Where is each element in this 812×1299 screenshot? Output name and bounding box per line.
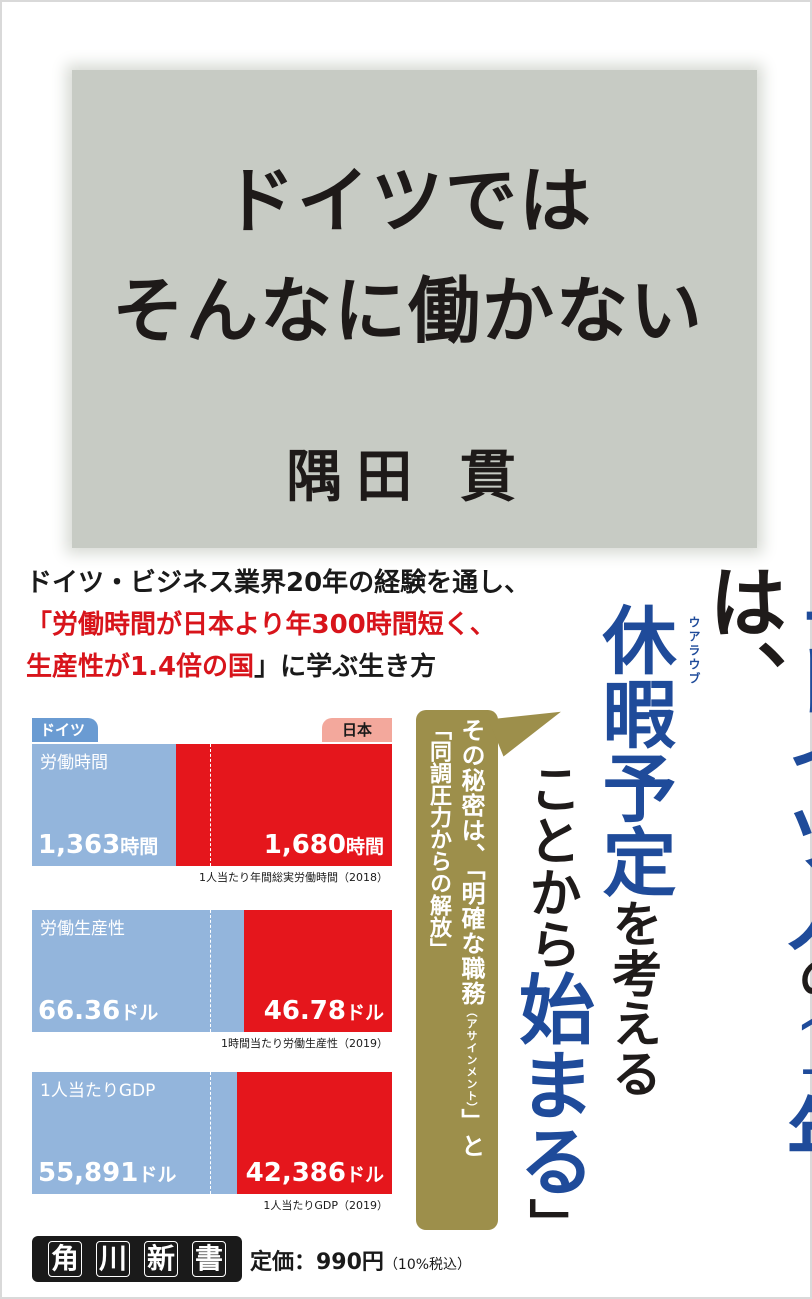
- intro-line-2: 「労働時間が日本より年300時間短く、: [26, 610, 496, 640]
- title-panel: [72, 70, 757, 548]
- catch-text-1a: 「ドイツ人: [774, 562, 812, 952]
- price-tax: （10%税込）: [383, 1257, 472, 1273]
- chart-label: 労働時間: [40, 753, 108, 773]
- intro-line-3-red: 生産性が1.4倍の国: [26, 652, 255, 682]
- japan-value: 42,386ドル: [245, 1158, 384, 1188]
- brand-char-1: 角: [47, 1241, 82, 1277]
- price-value: 定価：990円: [250, 1250, 384, 1275]
- bubble-text-col2: 「同調圧力からの解放」: [426, 718, 451, 960]
- title-line-1: ドイツでは: [222, 158, 593, 243]
- catch-text-3a: ことから: [520, 762, 581, 970]
- bubble-text-col1: その秘密は、「明確な職務（アサインメント）」と: [454, 718, 489, 1159]
- price: 定価：990円（10%税込）: [250, 1244, 471, 1276]
- author-name: 隅田 貫: [286, 444, 530, 510]
- japan-value: 46.78ドル: [263, 996, 384, 1026]
- catch-text-1b: の: [790, 952, 812, 1002]
- chart-caption: 1時間当たり労働生産性（2019）: [221, 1037, 388, 1050]
- brand-char-2: 川: [95, 1241, 130, 1277]
- intro-text: ドイツ・ビジネス業界20年の経験を通し、 「労働時間が日本より年300時間短く、…: [26, 562, 626, 688]
- divider-dash: [210, 1072, 211, 1194]
- brand-char-3: 新: [144, 1241, 179, 1277]
- title-line-2: そんなに働かない: [111, 268, 704, 353]
- catch-text-3b: 始まる: [506, 970, 595, 1198]
- germany-value: 66.36ドル: [38, 996, 159, 1026]
- catch-text-1d: は、: [696, 562, 787, 718]
- bar-germany-1: [32, 744, 176, 866]
- brand-char-4: 書: [192, 1241, 227, 1277]
- intro-line-1: ドイツ・ビジネス業界20年の経験を通し、: [26, 568, 531, 598]
- chart-caption: 1人当たりGDP（2019）: [263, 1199, 388, 1212]
- catch-column-1: 「ドイツ人の1年 は、: [696, 562, 812, 1297]
- germany-value: 1,363時間: [38, 830, 159, 860]
- tab-japan: 日本: [322, 718, 392, 742]
- bar-germany-2: [32, 910, 244, 1032]
- bubble-text-1-end: 」と: [457, 1108, 485, 1159]
- catch-text-2a: 休暇予定: [590, 602, 676, 898]
- bar-japan-3: [237, 1072, 392, 1194]
- catch-column-2: 休暇予定を考える: [590, 602, 676, 1098]
- catch-text-1c: 1年: [774, 1002, 812, 1171]
- chart-caption: 1人当たり年間総実労働時間（2018）: [199, 871, 388, 884]
- publisher-logo: 角 川 新 書: [32, 1236, 242, 1282]
- catch-text-3c: 」: [520, 1198, 581, 1250]
- catch-column-3: ことから始まる」: [506, 762, 595, 1250]
- bubble-ruby: （アサインメント）: [465, 1006, 478, 1109]
- chart-label: 労働生産性: [40, 919, 125, 939]
- speech-bubble: [416, 710, 498, 1230]
- intro-line-3-black: 」に学ぶ生き方: [254, 652, 437, 682]
- japan-value: 1,680時間: [263, 830, 384, 860]
- catch-text-2b: を考える: [604, 898, 663, 1098]
- bubble-text-1: その秘密は、「明確な職務: [457, 718, 485, 1006]
- bar-japan-2: [244, 910, 392, 1032]
- speech-bubble-tail: [488, 693, 569, 757]
- ruby-kyuka: ウアラウブ: [687, 616, 701, 686]
- divider-dash: [210, 910, 211, 1032]
- tab-germany: ドイツ: [32, 718, 98, 742]
- bar-japan-1: [176, 744, 392, 866]
- germany-value: 55,891ドル: [38, 1158, 177, 1188]
- chart-label: 1人当たりGDP: [40, 1081, 156, 1101]
- bar-germany-3: [32, 1072, 237, 1194]
- divider-dash: [210, 744, 211, 866]
